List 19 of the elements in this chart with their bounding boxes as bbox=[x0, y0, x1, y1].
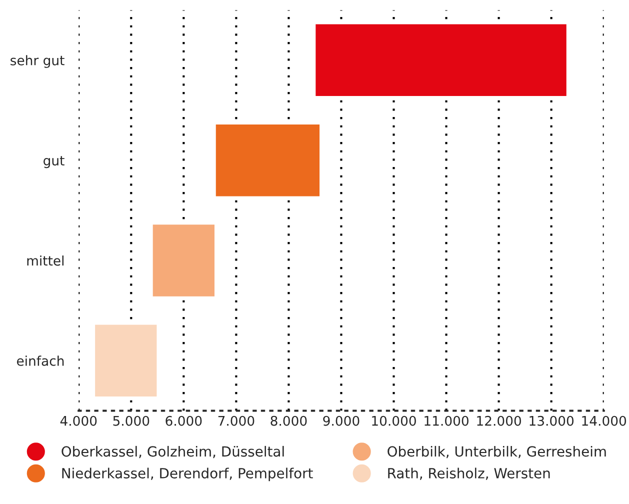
x-tick-label: 5.000 bbox=[113, 416, 150, 426]
x-tick-label: 12.000 bbox=[477, 416, 522, 426]
y-tick-label: einfach bbox=[16, 356, 64, 366]
x-tick-label: 8.000 bbox=[270, 416, 307, 426]
x-tick-label: 6.000 bbox=[166, 416, 202, 426]
x-tick-label: 11.000 bbox=[424, 416, 468, 426]
y-tick-label: gut bbox=[44, 156, 64, 168]
y-tick-label: mittel bbox=[27, 255, 64, 266]
x-tick-label: 14.000 bbox=[582, 416, 626, 426]
x-tick-label: 4.000 bbox=[60, 416, 97, 426]
x-tick-label: 13.000 bbox=[530, 416, 574, 426]
legend-label: Rath, Reisholz, Wersten bbox=[388, 468, 550, 480]
x-tick-label: 9.000 bbox=[323, 416, 360, 426]
legend-label: Oberbilk, Unterbilk, Gerresheim bbox=[388, 446, 606, 458]
y-tick-label: sehr gut bbox=[10, 55, 64, 68]
legend-label: Oberkassel, Golzheim, Düsseltal bbox=[62, 446, 284, 458]
legend-label: Niederkassel, Derendorf, Pempelfort bbox=[62, 468, 313, 482]
x-tick-label: 7.000 bbox=[218, 416, 254, 426]
x-tick-label: 10.000 bbox=[372, 416, 416, 426]
